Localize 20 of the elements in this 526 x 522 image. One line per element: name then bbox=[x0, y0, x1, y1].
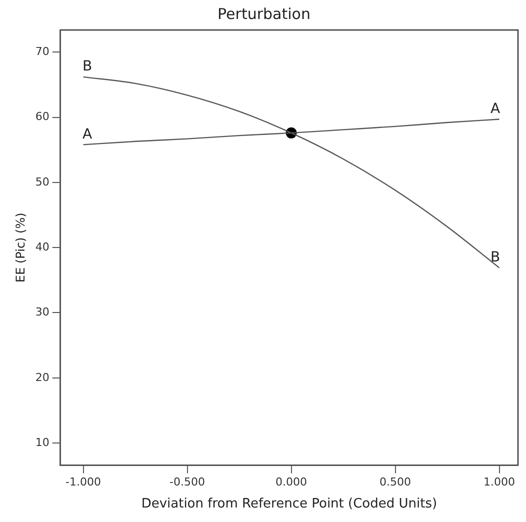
y-tick-label: 10 bbox=[35, 436, 50, 449]
text: A bbox=[490, 100, 500, 117]
x-axis-title: Deviation from Reference Point (Coded Units) bbox=[141, 496, 438, 512]
x-tick-label: 1.000 bbox=[484, 476, 516, 489]
y-tick-label: 20 bbox=[35, 370, 50, 384]
y-axis-title: EE (Pic) (%) bbox=[13, 212, 28, 283]
x-tick-label: -1.000 bbox=[66, 476, 102, 489]
x-tick-label: 0.000 bbox=[276, 476, 308, 489]
line-series bbox=[82, 76, 500, 268]
series-label: B bbox=[490, 249, 500, 266]
chart-title: Perturbation bbox=[218, 4, 310, 23]
x-tick-label: -0.500 bbox=[170, 476, 206, 489]
text: B bbox=[82, 58, 92, 75]
y-tick-label: 60 bbox=[35, 110, 50, 124]
series-label: A bbox=[82, 126, 92, 142]
y-tick-label: 40 bbox=[35, 240, 50, 254]
y-tick-label: 30 bbox=[35, 306, 50, 319]
x-tick-label: 0.500 bbox=[380, 476, 412, 489]
y-tick-label: 70 bbox=[35, 45, 50, 58]
y-tick-label: 50 bbox=[35, 175, 50, 188]
